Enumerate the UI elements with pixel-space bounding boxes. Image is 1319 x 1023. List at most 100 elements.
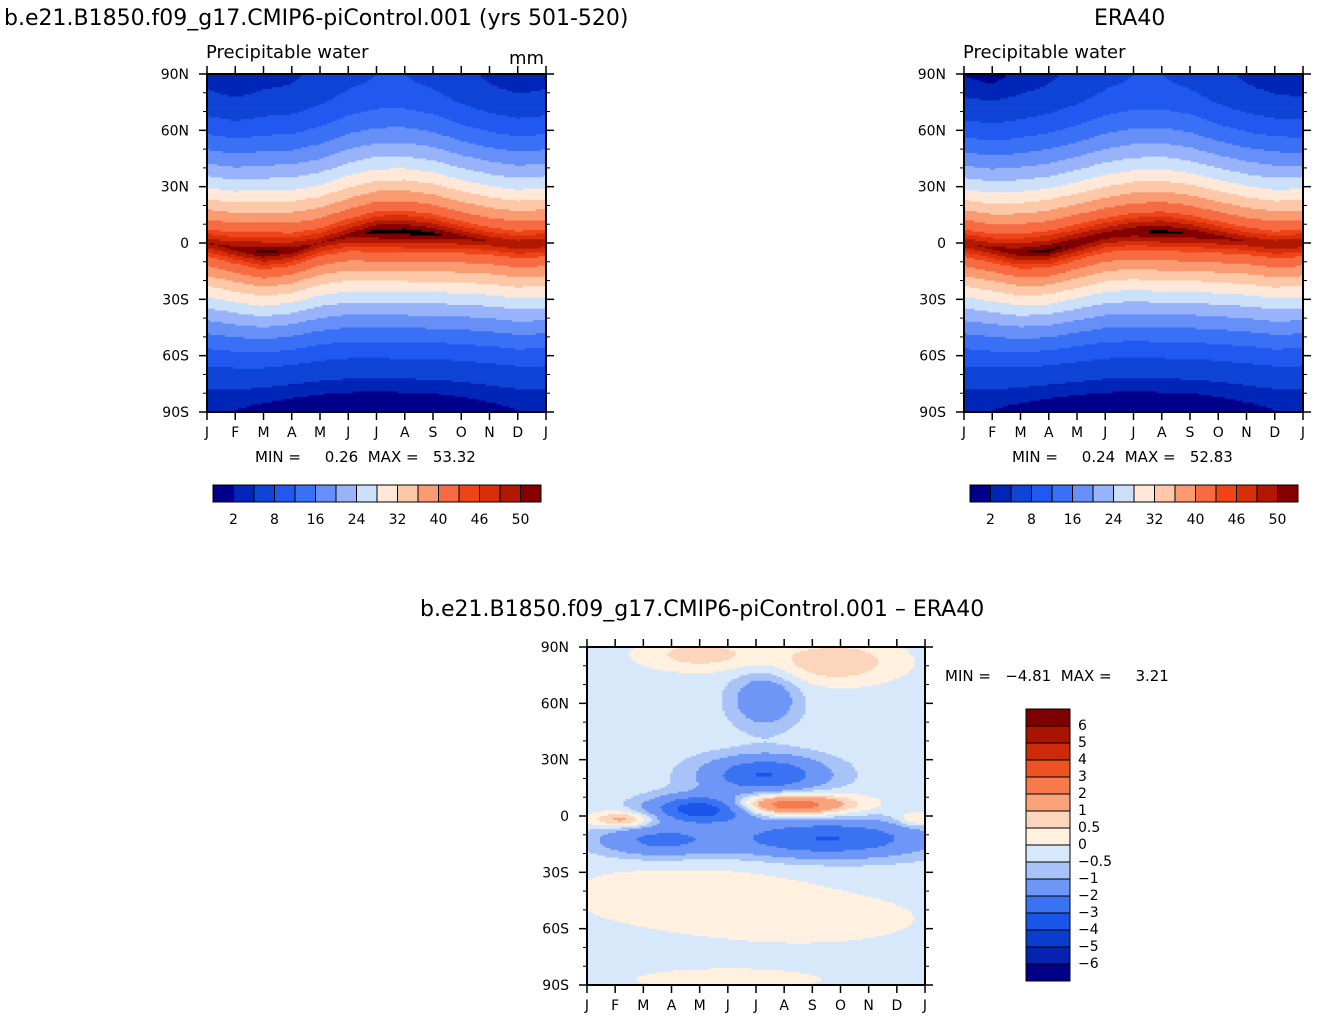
colorbar-box <box>1025 895 1071 914</box>
colorbar-box <box>253 484 275 503</box>
colorbar-label: 46 <box>471 512 489 528</box>
colorbar-label: 32 <box>389 512 407 528</box>
max-label: MAX = <box>367 448 419 466</box>
colorbar-box <box>1113 484 1135 503</box>
y-tick-label: 30S <box>162 292 189 308</box>
y-tick-label: 60S <box>919 349 946 365</box>
y-tick-label: 90N <box>161 67 189 83</box>
colorbar-box <box>1092 484 1114 503</box>
colorbar-label: 2 <box>1078 786 1087 802</box>
y-tick-label: 90N <box>541 640 569 656</box>
x-tick-label: M <box>1071 425 1083 441</box>
y-tick-label: 60N <box>918 123 946 139</box>
colorbar-box <box>1025 708 1071 727</box>
y-tick-label: 30N <box>918 180 946 196</box>
x-tick-label: S <box>1186 425 1195 441</box>
x-tick-label: F <box>231 425 239 441</box>
x-tick-label: J <box>725 998 730 1014</box>
x-tick-label: O <box>1213 425 1224 441</box>
colorbar-label: 50 <box>512 512 530 528</box>
colorbar-box <box>1025 929 1071 948</box>
x-tick-label: J <box>753 998 758 1014</box>
colorbar-label: 32 <box>1146 512 1164 528</box>
x-tick-label: O <box>456 425 467 441</box>
colorbar-box <box>294 484 316 503</box>
colorbar-label: 5 <box>1078 735 1087 751</box>
colorbar-model: 2 8 16 24 32 40 46 50 <box>212 484 542 528</box>
x-tick-label: J <box>373 425 378 441</box>
x-tick-label: J <box>961 425 966 441</box>
colorbar-label: 4 <box>1078 752 1087 768</box>
colorbar-box <box>1215 484 1237 503</box>
colorbar-box <box>1236 484 1258 503</box>
colorbar-label: 24 <box>348 512 366 528</box>
colorbar-box <box>1025 827 1071 846</box>
colorbar-box <box>397 484 419 503</box>
colorbar-label: 1 <box>1078 803 1087 819</box>
x-tick-label: D <box>1269 425 1280 441</box>
colorbar-box <box>212 484 234 503</box>
colorbar-box <box>1025 878 1071 897</box>
stats-left: MIN = 0.26 MAX = 53.32 <box>255 448 476 466</box>
colorbar-label: 50 <box>1269 512 1287 528</box>
colorbar-label: 46 <box>1228 512 1246 528</box>
colorbar-label: −0.5 <box>1078 854 1112 870</box>
colorbar-box <box>356 484 378 503</box>
y-tick-label: 60N <box>541 696 569 712</box>
x-tick-label: A <box>287 425 297 441</box>
x-tick-label: A <box>667 998 677 1014</box>
colorbar-label: −4 <box>1078 922 1099 938</box>
x-tick-label: N <box>1241 425 1251 441</box>
min-label: MIN = <box>255 448 301 466</box>
colorbar-box <box>1025 963 1071 982</box>
colorbar-label: 2 <box>986 512 995 528</box>
colorbar-label: 3 <box>1078 769 1087 785</box>
y-tick-label: 90S <box>542 978 569 994</box>
x-tick-label: F <box>988 425 996 441</box>
x-tick-label: A <box>1044 425 1054 441</box>
min-value: −4.81 <box>1005 667 1052 685</box>
colorbar-box <box>1025 861 1071 880</box>
colorbar-box <box>274 484 296 503</box>
colorbar-box <box>1277 484 1299 503</box>
y-tick-label: 0 <box>937 236 946 252</box>
max-value: 3.21 <box>1135 667 1169 685</box>
colorbar-label: 40 <box>430 512 448 528</box>
max-label: MAX = <box>1124 448 1176 466</box>
colorbar-box <box>1025 844 1071 863</box>
colorbar-box <box>1025 759 1071 778</box>
colorbar-box <box>1031 484 1053 503</box>
colorbar-box <box>1025 810 1071 829</box>
x-tick-label: J <box>1130 425 1135 441</box>
colorbar-box <box>479 484 501 503</box>
x-tick-label: J <box>345 425 350 441</box>
map-era40 <box>964 74 1304 413</box>
y-tick-label: 30N <box>161 180 189 196</box>
colorbar-box <box>458 484 480 503</box>
max-value: 53.32 <box>432 448 476 466</box>
colorbar-box <box>990 484 1012 503</box>
x-tick-label: M <box>314 425 326 441</box>
colorbar-label: 16 <box>1064 512 1082 528</box>
colorbar-label: −6 <box>1078 956 1099 972</box>
x-tick-label: M <box>1014 425 1026 441</box>
stats-right: MIN = 0.24 MAX = 52.83 <box>1012 448 1233 466</box>
chart-subtitle-left: Precipitable water <box>206 42 369 63</box>
map-model <box>207 74 547 413</box>
chart-title-diff: b.e21.B1850.f09_g17.CMIP6-piControl.001 … <box>420 597 985 622</box>
chart-title-right: ERA40 <box>1094 6 1166 31</box>
stats-diff: MIN = −4.81 MAX = 3.21 <box>945 667 1169 685</box>
colorbar-box <box>1154 484 1176 503</box>
x-tick-label: F <box>611 998 619 1014</box>
x-tick-label: S <box>429 425 438 441</box>
colorbar-label: 16 <box>307 512 325 528</box>
min-value: 0.24 <box>1081 448 1116 466</box>
min-value: 0.26 <box>324 448 359 466</box>
colorbar-box <box>1025 776 1071 795</box>
y-tick-label: 60N <box>161 123 189 139</box>
chart-subtitle-right: Precipitable water <box>963 42 1126 63</box>
colorbar-box <box>376 484 398 503</box>
colorbar-box <box>1174 484 1196 503</box>
y-tick-label: 90N <box>918 67 946 83</box>
